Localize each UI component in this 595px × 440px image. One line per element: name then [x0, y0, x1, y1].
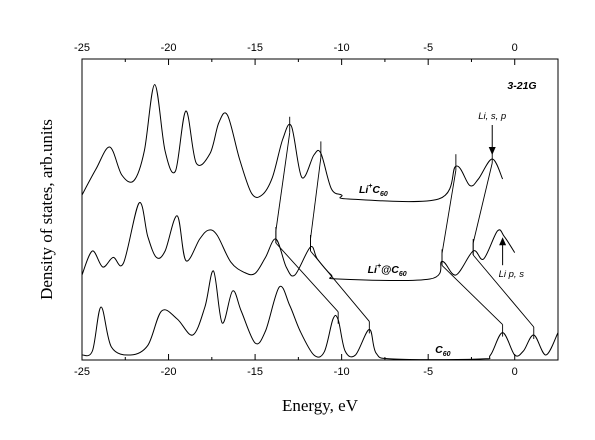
- level-connections: [275, 116, 535, 339]
- y-axis-title: Density of states, arb.units: [37, 119, 56, 300]
- series-label-sup: +: [368, 183, 372, 190]
- series-label-main: C: [435, 344, 443, 356]
- x-tick-label: -15: [247, 366, 263, 378]
- x-tick-label-top: -5: [423, 42, 433, 54]
- dos-curve-0: [81, 84, 504, 203]
- series-label-main: Li: [359, 184, 369, 196]
- series-label-main: Li: [368, 264, 378, 276]
- series-label-0: Li+C60: [359, 183, 388, 198]
- series-label-sub: 60: [380, 191, 388, 198]
- series-label-sup: +: [377, 263, 381, 270]
- series-label-2: C60: [435, 344, 450, 358]
- x-tick-label: -25: [74, 366, 90, 378]
- annotation-label-0: Li, s, p: [478, 111, 506, 122]
- arrow-down-icon: [488, 147, 496, 155]
- x-tick-label-top: 0: [512, 42, 518, 54]
- series-label-sub: 60: [399, 271, 407, 278]
- level-connection-line: [472, 254, 535, 328]
- level-connection-line: [275, 132, 291, 232]
- series-label-sub: 60: [443, 351, 451, 358]
- level-connection-line: [441, 265, 503, 325]
- x-tick-label: 0: [512, 366, 518, 378]
- level-connection-line: [472, 162, 493, 244]
- dos-curve-1: [81, 202, 516, 281]
- x-tick-label-top: -10: [334, 42, 350, 54]
- series-label-after: @C: [381, 264, 399, 276]
- basis-set-label: 3-21G: [507, 80, 536, 92]
- dos-curve-2: [81, 270, 559, 361]
- x-axis-title: Energy, eV: [282, 396, 359, 415]
- x-tick-label-top: -25: [74, 42, 90, 54]
- x-tick-label: -5: [423, 366, 433, 378]
- level-connection-line: [310, 157, 322, 240]
- level-connection-line: [441, 170, 457, 254]
- x-tick-label: -10: [334, 366, 350, 378]
- annotation-label-1: Li p, s: [499, 269, 525, 280]
- x-tick-label-top: -20: [161, 42, 177, 54]
- plot-frame: [81, 58, 559, 361]
- arrow-up-icon: [499, 237, 507, 246]
- series-label-1: Li+@C60: [368, 263, 407, 278]
- x-tick-label-top: -15: [247, 42, 263, 54]
- series-label-after: C: [372, 184, 380, 196]
- x-tick-label: -20: [161, 366, 177, 378]
- level-connection-line: [275, 242, 339, 313]
